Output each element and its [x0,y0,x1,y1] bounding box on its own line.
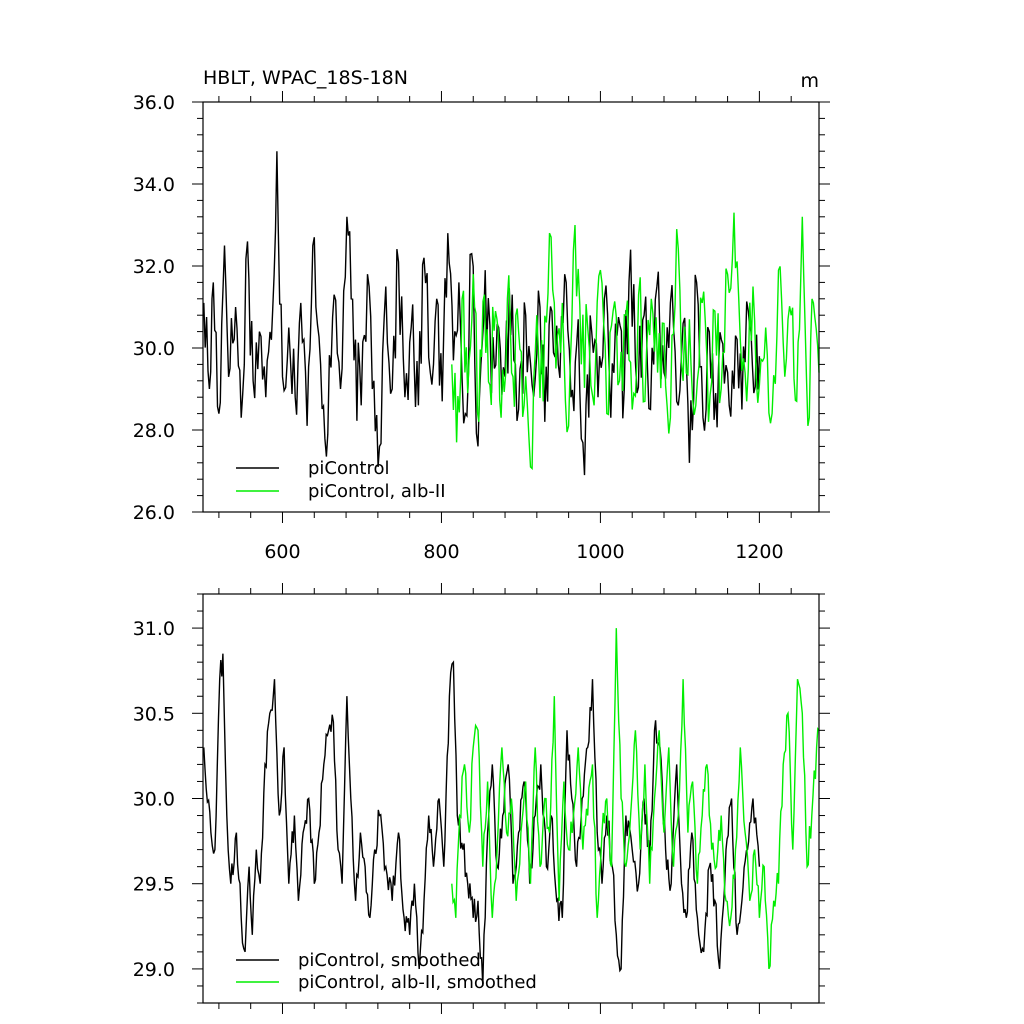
legend-label-picontrol-alb-ii-smoothed: piControl, alb-II, smoothed [298,972,537,993]
x-tick-label: 600 [264,541,300,563]
y-tick-label: 32.0 [133,256,175,278]
y-tick-label: 29.5 [133,874,175,896]
x-tick-label: 800 [423,541,459,563]
y-tick-label: 30.5 [133,703,175,725]
units-label: m [800,70,819,92]
legend-label-picontrol-alb-ii: piControl, alb-II [308,481,446,502]
x-tick-label: 1000 [576,541,624,563]
y-tick-label: 28.0 [133,420,175,442]
legend-label-picontrol: piControl [308,458,390,479]
y-tick-label: 29.0 [133,959,175,981]
x-tick-label: 1200 [735,541,783,563]
series-line-top-1 [451,212,820,471]
y-tick-label: 36.0 [133,92,175,114]
legend-label-picontrol-smoothed: piControl, smoothed [298,950,481,971]
bottom-panel: piControl, smoothed piControl, alb-II, s… [133,583,830,1014]
chart-title: HBLT, WPAC_18S-18N [203,67,408,89]
y-tick-label: 34.0 [133,174,175,196]
y-tick-label: 31.0 [133,618,175,640]
y-tick-label: 30.0 [133,338,175,360]
series-line-bottom-1 [451,628,820,970]
plot-frame [202,101,820,513]
series-line-bottom-0 [203,653,761,987]
top-panel: HBLT, WPAC_18S-18N m piControl piControl… [133,67,830,563]
y-tick-label: 26.0 [133,502,175,524]
series-line-top-0 [203,151,761,476]
y-tick-label: 30.0 [133,789,175,811]
